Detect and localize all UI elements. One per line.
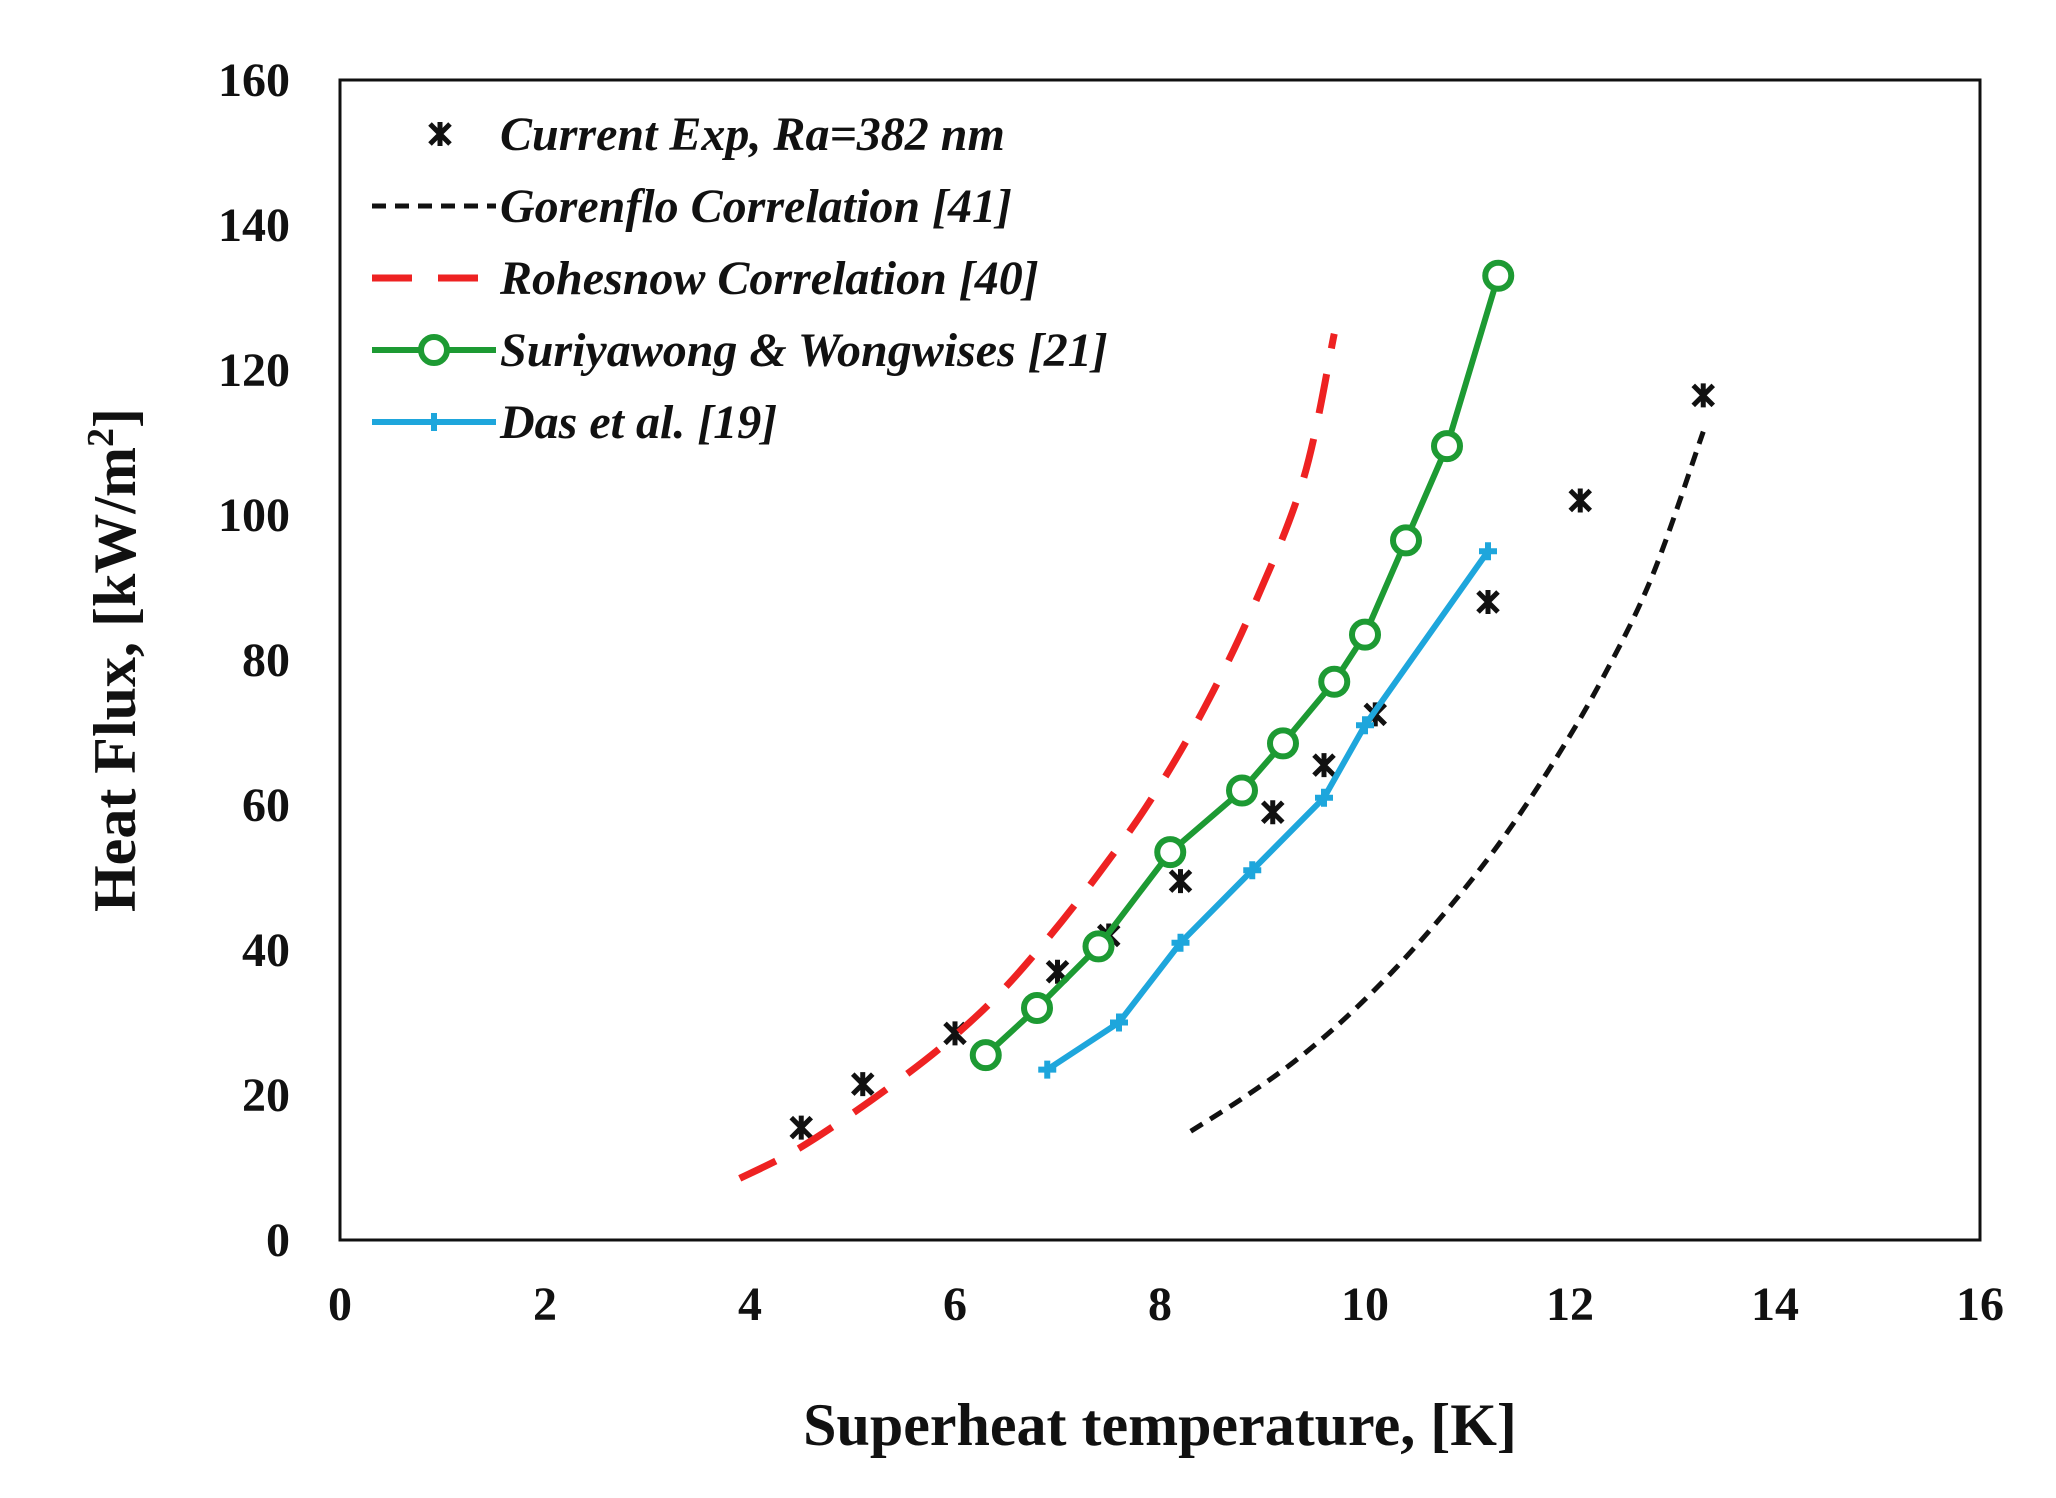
y-tick-label-100: 100 [218, 489, 290, 542]
data-point-das-et-al-19-6 [1479, 542, 1497, 561]
legend-symbol-das [372, 413, 496, 431]
data-point-suriyawong-wongwises-21-4 [1226, 774, 1258, 807]
data-point-suriyawong-wongwises-21-1 [1021, 992, 1053, 1024]
y-tick-label-40: 40 [242, 924, 290, 977]
data-point-current-exp-ra-382-nm-7 [1312, 753, 1336, 778]
legend-marker-current-exp-ra-382-nm [428, 122, 452, 146]
x-tick-label-2: 2 [533, 1278, 557, 1331]
x-tick-label-8: 8 [1148, 1278, 1172, 1331]
y-tick-label-120: 120 [218, 344, 290, 397]
data-point-suriyawong-wongwises-21-2 [1082, 930, 1115, 963]
y-tick-label-140: 140 [218, 199, 290, 252]
series-layer [738, 259, 1716, 1182]
legend-label-gorenflo: Gorenflo Correlation [41] [500, 180, 1012, 233]
legend-item-das: Das et al. [19] [372, 396, 777, 449]
data-point-das-et-al-19-4 [1315, 788, 1333, 807]
legend: Current Exp, Ra=382 nm Gorenflo Correlat… [372, 108, 1108, 449]
series-line-gorenflo-correlation-41 [1189, 430, 1706, 1134]
data-point-suriyawong-wongwises-21-0 [969, 1039, 1002, 1072]
series-current-exp-ra-382-nm [789, 383, 1716, 1140]
x-tick-label-6: 6 [943, 1278, 967, 1331]
legend-item-rohesnow: Rohesnow Correlation [40] [372, 252, 1039, 305]
x-tick-label-0: 0 [328, 1278, 352, 1331]
x-tick-label-14: 14 [1751, 1278, 1799, 1331]
series-rohesnow-correlation-40 [738, 333, 1338, 1182]
y-tick-label-0: 0 [266, 1214, 290, 1267]
x-tick-label-10: 10 [1341, 1278, 1389, 1331]
legend-symbol-suriyawong [372, 334, 496, 366]
data-point-suriyawong-wongwises-21-3 [1154, 836, 1187, 869]
y-axis-label-superscript: 2 [80, 428, 122, 447]
data-point-suriyawong-wongwises-21-7 [1349, 618, 1381, 651]
data-point-das-et-al-19-3 [1243, 861, 1262, 880]
data-point-das-et-al-19-2 [1171, 933, 1190, 952]
data-point-suriyawong-wongwises-21-5 [1267, 727, 1299, 760]
y-tick-label-80: 80 [242, 634, 290, 687]
y-axis-label-end: ] [82, 408, 148, 428]
x-tick-label-12: 12 [1546, 1278, 1594, 1331]
series-suriyawong-wongwises-21 [969, 259, 1515, 1072]
y-tick-label-160: 160 [218, 54, 290, 107]
series-line-rohesnow-correlation-40 [738, 333, 1338, 1182]
data-point-suriyawong-wongwises-21-8 [1390, 524, 1422, 557]
data-point-suriyawong-wongwises-21-6 [1318, 665, 1351, 698]
data-point-current-exp-ra-382-nm-0 [789, 1115, 814, 1140]
x-tick-label-16: 16 [1956, 1278, 2004, 1331]
legend-label-current-exp: Current Exp, Ra=382 nm [500, 108, 1005, 161]
legend-label-das: Das et al. [19] [499, 396, 777, 449]
data-point-das-et-al-19-0 [1038, 1060, 1057, 1079]
y-tick-label-60: 60 [242, 779, 290, 832]
legend-label-rohesnow: Rohesnow Correlation [40] [499, 252, 1039, 305]
data-point-suriyawong-wongwises-21-9 [1431, 430, 1463, 463]
y-axis-label: Heat Flux, [kW/m2] [80, 408, 148, 912]
data-point-current-exp-ra-382-nm-10 [1568, 488, 1593, 513]
y-axis-label-main: Heat Flux, [kW/m [82, 447, 148, 912]
data-point-das-et-al-19-5 [1356, 716, 1374, 735]
data-point-das-et-al-19-1 [1110, 1013, 1128, 1032]
data-point-current-exp-ra-382-nm-1 [850, 1072, 875, 1097]
legend-label-suriyawong: Suriyawong & Wongwises [21] [500, 324, 1108, 377]
data-point-current-exp-ra-382-nm-5 [1168, 869, 1193, 894]
legend-marker-suriyawong-wongwises-21 [418, 334, 450, 366]
data-point-current-exp-ra-382-nm-11 [1691, 383, 1716, 408]
y-tick-label-20: 20 [242, 1069, 290, 1122]
series-gorenflo-correlation-41 [1189, 430, 1706, 1134]
legend-item-gorenflo: Gorenflo Correlation [41] [372, 180, 1012, 233]
legend-marker-das-et-al-19 [425, 413, 443, 431]
x-tick-label-4: 4 [738, 1278, 762, 1331]
legend-symbol-current-exp [428, 122, 452, 146]
data-point-current-exp-ra-382-nm-6 [1260, 800, 1285, 825]
legend-item-suriyawong: Suriyawong & Wongwises [21] [372, 324, 1108, 377]
plot-area-frame [338, 78, 1982, 1242]
data-point-current-exp-ra-382-nm-9 [1476, 590, 1500, 614]
data-point-suriyawong-wongwises-21-10 [1482, 259, 1515, 292]
x-axis-label: Superheat temperature, [K] [803, 1392, 1517, 1458]
series-das-et-al-19 [1038, 542, 1497, 1079]
legend-item-current-exp: Current Exp, Ra=382 nm [428, 108, 1005, 161]
